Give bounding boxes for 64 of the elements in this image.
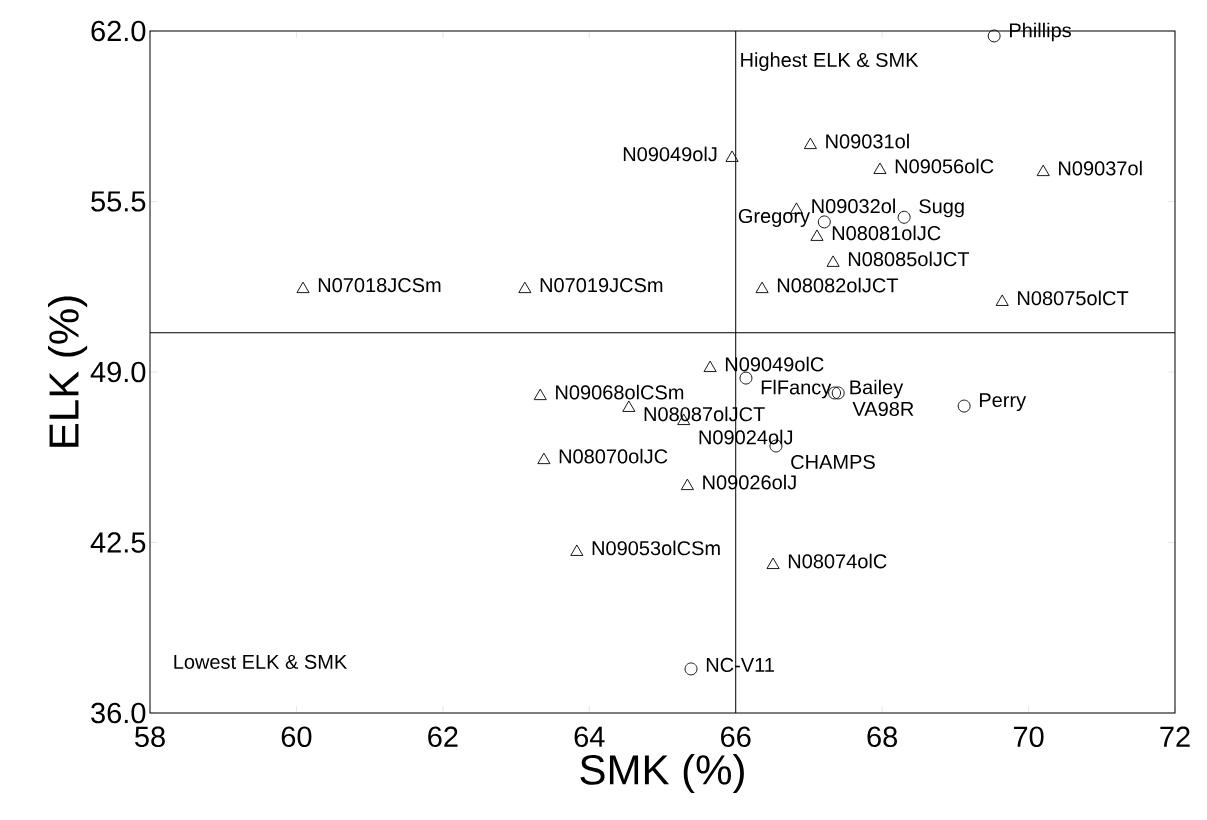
- annotation: Gregory: [738, 208, 811, 228]
- point: [684, 662, 698, 676]
- annotation: N09031ol: [826, 133, 909, 149]
- point: [831, 386, 845, 400]
- annotation: Lowest ELK & SMK: [174, 654, 348, 669]
- point: [680, 478, 694, 491]
- x-tick-label: 66: [721, 726, 751, 748]
- point: [518, 281, 532, 294]
- point: [873, 162, 887, 174]
- annotation: N09049olJ: [623, 146, 717, 162]
- annotation: N09056olC: [895, 158, 994, 174]
- x-tick-label: 72: [1160, 726, 1190, 747]
- point: [817, 215, 831, 229]
- point: [897, 210, 911, 224]
- annotation: N07019JCSm: [540, 278, 663, 293]
- annotation: Phillips: [1010, 22, 1071, 42]
- point: [766, 557, 780, 570]
- x-tick-label: 60: [281, 726, 312, 748]
- point: [987, 29, 1001, 43]
- point: [1036, 164, 1050, 177]
- annotation: N08081olJC: [832, 225, 941, 241]
- annotation: Perry: [979, 393, 1027, 412]
- y-axis-title: ELK (%): [48, 296, 88, 447]
- point: [725, 150, 739, 162]
- point: [826, 255, 840, 267]
- x-tick-label: 70: [1013, 726, 1044, 748]
- y-tick-label: 49.0: [90, 361, 146, 383]
- point: [570, 544, 584, 556]
- annotation: N08075olCT: [1018, 290, 1129, 306]
- annotation: N08085olJCT: [848, 251, 970, 267]
- y-tick-label: 55.5: [91, 191, 146, 212]
- annotation: N07018JCSm: [318, 278, 441, 293]
- point: [622, 400, 636, 412]
- x-tick-label: 62: [428, 726, 458, 748]
- annotation: VA98R: [852, 401, 914, 417]
- point: [957, 399, 971, 413]
- x-tick-label: 64: [574, 726, 605, 748]
- point: [995, 294, 1009, 306]
- y-tick-label: 36.0: [91, 702, 146, 724]
- point: [755, 281, 769, 294]
- annotation: N08074olC: [788, 553, 887, 569]
- annotation: Sugg: [919, 199, 964, 218]
- annotation: CHAMPS: [791, 454, 875, 470]
- annotation: N09053olCSm: [592, 540, 720, 556]
- point: [296, 281, 310, 294]
- point: [739, 371, 753, 385]
- x-tick-label: 58: [135, 726, 165, 748]
- y-tick-label: 42.5: [90, 532, 146, 553]
- annotation: N09037ol: [1059, 160, 1142, 176]
- point: [703, 360, 717, 373]
- annotation: Bailey: [850, 379, 904, 399]
- point: [537, 452, 551, 465]
- point: [533, 388, 547, 401]
- annotation: N08070olJC: [559, 448, 668, 464]
- y-tick-label: 62.0: [91, 20, 146, 42]
- annotation: N09068olCSm: [556, 384, 684, 400]
- point: [810, 229, 824, 241]
- annotation: N09032ol: [812, 198, 895, 214]
- x-axis-title: SMK (%): [580, 753, 744, 794]
- point: [803, 137, 817, 150]
- annotation: FlFancy: [761, 379, 832, 399]
- annotation: N08082olJCT: [777, 277, 899, 293]
- x-tick-label: 68: [867, 726, 897, 748]
- annotation: Highest ELK & SMK: [741, 52, 919, 72]
